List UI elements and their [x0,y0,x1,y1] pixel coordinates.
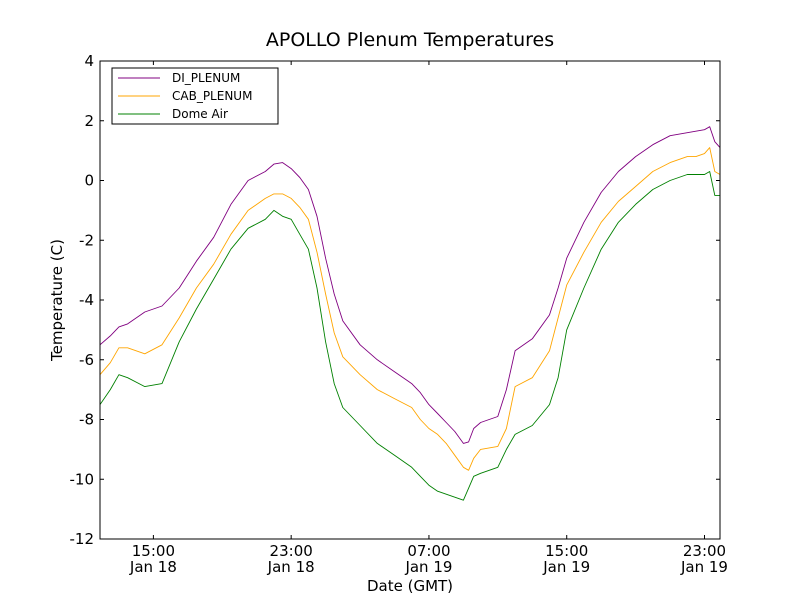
y-tick-label: -8 [79,411,94,429]
y-tick-label: -4 [79,291,94,309]
axis-ticks [100,60,720,540]
y-tick-label: -10 [70,470,95,488]
x-tick-time-label: 15:00 [132,542,175,560]
legend: DI_PLENUM CAB_PLENUM Dome Air [111,67,279,125]
x-tick-date-label: Jan 19 [404,558,452,576]
x-tick-date-label: Jan 18 [129,558,177,576]
legend-label: CAB_PLENUM [172,89,252,103]
x-tick-time-label: 07:00 [407,542,450,560]
series-line-dome-air [99,171,720,501]
plot-lines [99,126,721,501]
plot-frame [99,60,721,540]
y-tick-label: -2 [79,231,94,249]
x-tick-time-label: 23:00 [683,542,726,560]
y-tick-label: -6 [79,351,94,369]
legend-label: DI_PLENUM [172,71,240,85]
y-tick-label: 2 [84,112,94,130]
legend-label: Dome Air [172,107,228,121]
x-tick-time-label: 23:00 [270,542,313,560]
x-tick-time-label: 15:00 [545,542,588,560]
series-line-cab-plenum [99,147,721,471]
x-tick-date-label: Jan 19 [542,558,590,576]
x-tick-date-label: Jan 18 [267,558,315,576]
x-tick-date-label: Jan 19 [680,558,728,576]
chart-title: APOLLO Plenum Temperatures [266,29,554,51]
y-tick-label: 4 [84,52,94,70]
y-tick-label: 0 [84,172,94,190]
x-axis-label: Date (GMT) [367,577,453,595]
y-axis-label: Temperature (C) [48,239,66,362]
y-tick-label: -12 [70,530,95,548]
series-line-di-plenum [99,126,721,444]
